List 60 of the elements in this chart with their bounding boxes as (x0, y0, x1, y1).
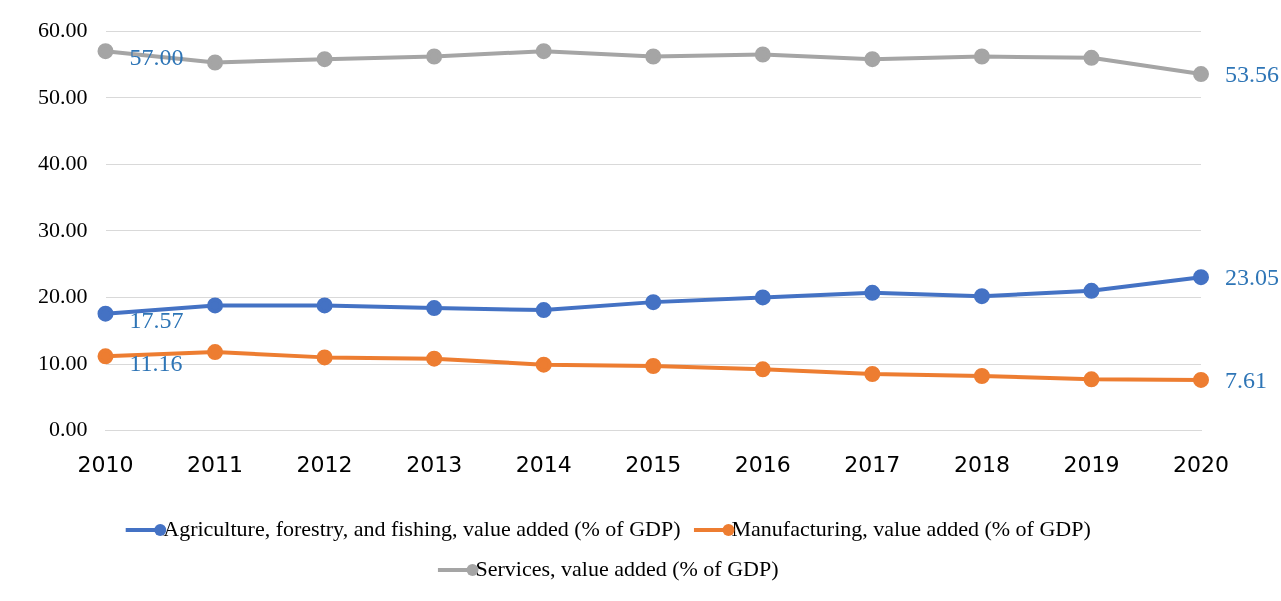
point (535, 43, 552, 60)
point (864, 51, 881, 68)
point (754, 361, 771, 378)
point (1193, 371, 1209, 388)
legend-label: Agriculture, forestry, and fishing, value added (% of GDP) (163, 515, 681, 541)
point (1083, 371, 1100, 388)
point (1193, 269, 1209, 286)
y-tick-label: 20.00 (38, 283, 88, 309)
y-tick-label: 0.00 (49, 416, 88, 442)
data-label: 11.16 (129, 349, 183, 376)
point (973, 368, 990, 385)
point (864, 284, 881, 301)
data-label: 23.05 (1225, 264, 1279, 291)
x-tick-label: 2018 (953, 451, 1010, 477)
x-tick-label: 2015 (625, 451, 682, 477)
point (426, 300, 443, 317)
x-tick-label: 2012 (296, 451, 353, 477)
y-tick-label: 40.00 (38, 150, 88, 176)
point (426, 350, 443, 367)
point (207, 344, 224, 361)
x-tick-label: 2020 (1173, 451, 1229, 477)
x-tick-label: 2014 (515, 451, 572, 477)
point (973, 48, 990, 65)
point (645, 48, 662, 65)
legend-label: Services, value added (% of GDP) (475, 555, 779, 581)
x-tick-label: 2010 (77, 451, 134, 477)
point (316, 349, 333, 366)
x-tick-label: 2019 (1063, 451, 1120, 477)
point (97, 43, 114, 60)
point (1083, 282, 1100, 299)
point (1083, 49, 1100, 66)
point (535, 302, 552, 319)
legend-label: Manufacturing, value added (% of GDP) (731, 515, 1091, 541)
data-label: 7.61 (1225, 367, 1267, 394)
point (426, 48, 443, 65)
point (645, 294, 662, 311)
point (207, 54, 224, 71)
point (645, 358, 662, 375)
y-tick-label: 50.00 (38, 83, 88, 109)
point (973, 288, 990, 305)
point (1193, 66, 1209, 83)
y-tick-label: 30.00 (38, 216, 88, 242)
point (316, 51, 333, 68)
x-tick-label: 2011 (187, 451, 244, 477)
point (97, 305, 114, 322)
point (97, 348, 114, 365)
point (207, 297, 224, 314)
data-label: 57.00 (129, 44, 184, 71)
data-label: 17.57 (129, 306, 184, 333)
x-tick-label: 2016 (734, 451, 791, 477)
point (754, 46, 771, 63)
x-tick-label: 2013 (406, 451, 463, 477)
x-tick-label: 2017 (844, 451, 901, 477)
point (535, 356, 552, 373)
point (316, 297, 333, 314)
data-label: 53.56 (1225, 61, 1279, 88)
point (864, 366, 881, 383)
y-tick-label: 60.00 (38, 16, 88, 42)
point (754, 289, 771, 306)
y-tick-label: 10.00 (38, 349, 88, 375)
